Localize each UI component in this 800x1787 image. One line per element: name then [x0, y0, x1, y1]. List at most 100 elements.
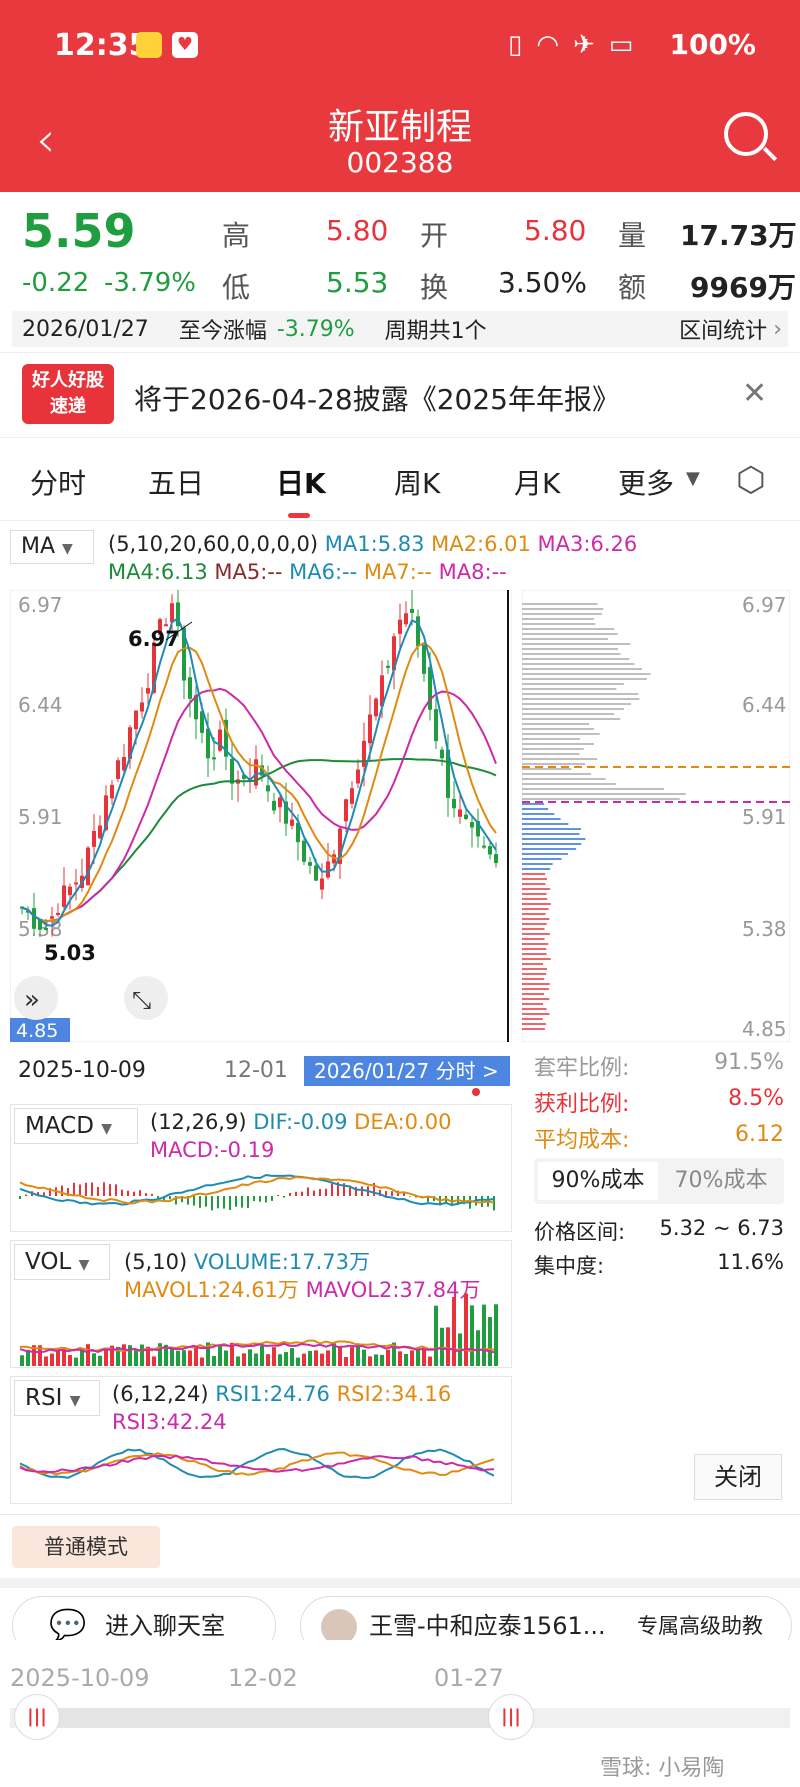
cost-tabs: 90%成本 70%成本 [534, 1158, 784, 1204]
timeshare-link[interactable]: 2026/01/27 分时 > [304, 1056, 510, 1086]
chip-row-trapped: 套牢比例: 91.5% [534, 1050, 784, 1086]
volume-bar [146, 1346, 150, 1366]
close-icon[interactable]: ✕ [742, 376, 768, 411]
candle-body [368, 714, 372, 744]
tab-5day[interactable]: 五日 [148, 467, 205, 500]
volume-bar [188, 1350, 192, 1366]
period-row[interactable]: 2026/01/27 至今涨幅 -3.79% 周期共1个 区间统计 › [12, 311, 788, 347]
macd-selector[interactable]: MACD ▼ [14, 1108, 138, 1144]
rsi-selector[interactable]: RSI ▼ [14, 1380, 100, 1416]
low-value: 5.53 [326, 266, 389, 299]
candle-body [254, 759, 258, 786]
back-chevron-icon[interactable]: ‹ [36, 112, 56, 168]
kline-chart[interactable]: 6.97 6.44 5.91 5.38 4.85 6.97 5.03 » ⤡ [10, 590, 512, 1042]
timeline-right-handle[interactable]: ||| [488, 1694, 534, 1740]
turnover-value: 3.50% [498, 266, 587, 299]
rsi-panel [10, 1376, 512, 1504]
candle-body [416, 616, 420, 647]
volume-bar [290, 1348, 294, 1366]
divider [0, 520, 800, 521]
settings-hexagon-icon[interactable]: ⬡ [736, 460, 766, 500]
close-button[interactable]: 关闭 [694, 1454, 782, 1500]
timeline-selection[interactable] [38, 1708, 510, 1728]
x-start-label: 2025-10-09 [18, 1058, 146, 1083]
rsi2-line [19, 1451, 495, 1477]
macd-chart [19, 1173, 495, 1211]
concentration-row: 集中度: 11.6% [534, 1250, 784, 1280]
volume-bar [332, 1343, 336, 1366]
tab-weekly-k[interactable]: 周K [394, 467, 441, 500]
volume-bar [464, 1293, 468, 1366]
candle-body [110, 784, 114, 799]
volume-bar [92, 1353, 96, 1366]
volume-bar [110, 1345, 114, 1366]
advisor-tag: 专属高级助教 [637, 1614, 763, 1638]
candle-body [26, 910, 30, 913]
volume-bar [368, 1356, 372, 1366]
period-pct: -3.79% [276, 316, 355, 342]
low-price-tag [10, 1018, 70, 1042]
volume-bar [488, 1317, 492, 1366]
candle-body [32, 908, 36, 929]
ma2-line [21, 641, 497, 923]
candle-body [230, 758, 234, 784]
chip-y-label: 6.44 [742, 693, 787, 717]
ma5-value: MA5:-- [214, 560, 283, 584]
tab-daily-k[interactable]: 日K [276, 467, 326, 500]
candle-body [344, 799, 348, 822]
candle-body [314, 865, 318, 881]
interval-stats-link[interactable]: 区间统计 [679, 319, 768, 344]
volume-bar [86, 1344, 90, 1366]
caret-down-icon: ▼ [78, 1257, 90, 1273]
ma-selector[interactable]: MA ▼ [10, 530, 94, 564]
badge-bottom-text: 速递 [50, 396, 86, 417]
candle-body [74, 882, 78, 885]
divider [0, 1514, 800, 1515]
volume-bar [152, 1356, 156, 1366]
chip-row-label: 平均成本: [534, 1128, 630, 1153]
volume-bar [80, 1348, 84, 1366]
volume-bar [236, 1356, 240, 1366]
tab-70-cost[interactable]: 70%成本 [674, 1168, 768, 1193]
normal-mode-button[interactable]: 普通模式 [12, 1526, 160, 1568]
fullscreen-button[interactable] [124, 976, 168, 1020]
tab-monthly-k[interactable]: 月K [514, 467, 561, 500]
ma2-value: MA2:6.01 [431, 532, 531, 556]
volume-bar [434, 1305, 438, 1366]
expand-left-button[interactable] [14, 976, 58, 1020]
volume-bar [422, 1347, 426, 1366]
volume-bar [404, 1354, 408, 1366]
notice-banner[interactable] [0, 352, 800, 438]
volume-bar [266, 1354, 270, 1366]
volume-bar [128, 1345, 132, 1366]
volume-bar [386, 1349, 390, 1366]
search-icon[interactable] [724, 112, 768, 156]
candle-body [98, 825, 102, 839]
tab-timeshare[interactable]: 分时 [30, 467, 87, 500]
high-mark: 6.97 [128, 627, 180, 651]
chat-room-button[interactable]: 💬 进入聊天室 [12, 1596, 276, 1656]
candle-body [38, 919, 42, 930]
vol-selector[interactable]: VOL ▼ [14, 1244, 110, 1280]
tab-more[interactable]: 更多 [618, 467, 675, 500]
candle-body [494, 854, 498, 864]
amount-label: 额 [618, 271, 647, 304]
timeline-left-handle[interactable]: ||| [14, 1694, 60, 1740]
candle-body [410, 608, 414, 613]
ma6-value: MA6:-- [289, 560, 358, 584]
candles [20, 590, 498, 938]
price-range-row: 价格区间: 5.32 ~ 6.73 [534, 1216, 784, 1246]
volume-bar [416, 1349, 420, 1366]
vibrate-icon: ▯ [508, 30, 523, 60]
candle-body [476, 821, 480, 837]
candle-body [134, 710, 138, 730]
volume-bar [62, 1347, 66, 1366]
volume-bar [56, 1347, 60, 1366]
candle-body [422, 644, 426, 674]
airplane-icon: ✈ [573, 30, 595, 60]
rsi-legend: (6,12,24) RSI1:24.76 RSI2:34.16 [112, 1382, 451, 1406]
mavol2-line [19, 1342, 495, 1354]
advisor-card[interactable]: 王雪-中和应泰1561... 专属高级助教 [300, 1596, 792, 1656]
tab-90-cost[interactable]: 90%成本 [538, 1162, 658, 1200]
candle-body [170, 603, 174, 623]
